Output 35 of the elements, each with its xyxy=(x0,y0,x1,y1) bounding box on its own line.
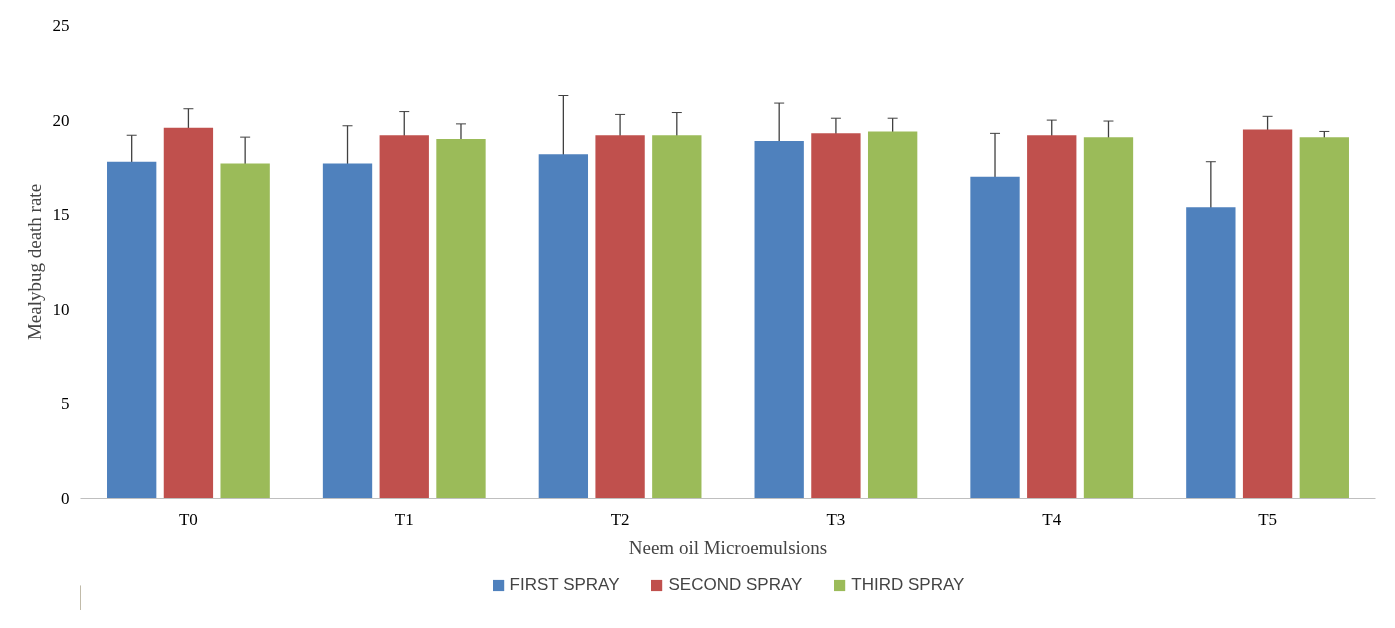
x-tick-label: T5 xyxy=(1258,509,1278,529)
bar xyxy=(1299,137,1349,499)
bar xyxy=(1242,129,1293,499)
bar xyxy=(1186,207,1236,499)
y-tick-label: 15 xyxy=(52,205,70,225)
legend-label: SECOND SPRAY xyxy=(668,575,803,595)
bar xyxy=(867,131,918,499)
bar xyxy=(107,161,157,499)
x-tick-label: T3 xyxy=(826,509,846,529)
bar xyxy=(595,135,645,499)
legend-label: THIRD SPRAY xyxy=(851,575,965,595)
bar xyxy=(652,135,702,499)
bar xyxy=(163,127,214,499)
y-tick-label: 0 xyxy=(61,489,70,508)
bar xyxy=(811,133,861,499)
bar xyxy=(1083,137,1134,499)
y-tick-label: 5 xyxy=(61,394,70,414)
bar xyxy=(220,163,270,499)
y-tick-label: 20 xyxy=(52,110,70,130)
x-tick-label: T2 xyxy=(610,509,630,529)
bar xyxy=(970,176,1020,499)
x-tick-label: T0 xyxy=(178,509,198,529)
y-tick-label: 10 xyxy=(52,299,70,319)
legend-label: FIRST SPRAY xyxy=(509,575,620,595)
bar xyxy=(538,154,589,499)
y-tick-label: 25 xyxy=(52,16,70,35)
bar xyxy=(436,139,486,499)
x-tick-label: T1 xyxy=(394,509,414,529)
y-axis-title: Mealybug death rate xyxy=(23,183,45,341)
bar xyxy=(754,140,804,499)
bar xyxy=(322,163,373,499)
bar xyxy=(379,135,429,499)
x-tick-label: T4 xyxy=(1042,509,1062,529)
x-axis-title: Neem oil Microemulsions xyxy=(628,536,828,558)
bar xyxy=(1027,135,1077,499)
